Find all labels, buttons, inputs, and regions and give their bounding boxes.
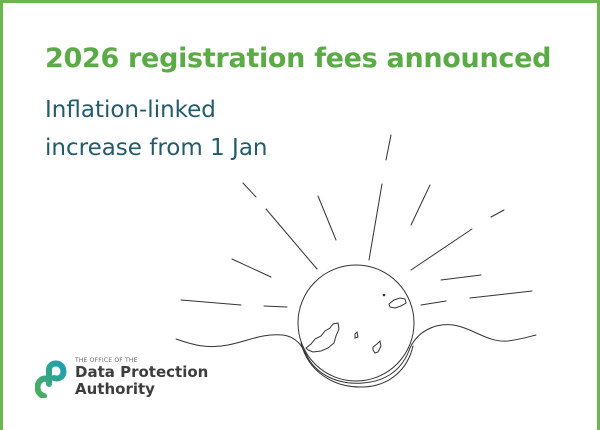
inner-arc bbox=[300, 342, 414, 388]
island-herm bbox=[354, 330, 359, 339]
subheadline-line-1: Inflation-linked bbox=[45, 97, 216, 123]
headline: 2026 registration fees announced bbox=[45, 43, 552, 74]
logo-small-text: THE OFFICE OF THE bbox=[75, 357, 138, 364]
wave-line bbox=[175, 324, 537, 384]
island-guernsey bbox=[305, 322, 340, 353]
logo-line-2: Authority bbox=[75, 380, 155, 398]
sun-rays bbox=[180, 134, 533, 308]
dpa-logo-mark-icon bbox=[35, 360, 67, 398]
dpa-logo: THE OFFICE OF THE Data Protection Author… bbox=[35, 357, 208, 398]
island-sark bbox=[372, 339, 382, 354]
sun-globe bbox=[297, 264, 415, 382]
sun-over-islands-illustration bbox=[175, 134, 537, 388]
subheadline: Inflation-linked increase from 1 Jan bbox=[45, 91, 365, 167]
logo-line-1: Data Protection bbox=[75, 363, 209, 381]
subheadline-line-2: increase from 1 Jan bbox=[45, 135, 268, 161]
island-alderney bbox=[388, 297, 407, 309]
